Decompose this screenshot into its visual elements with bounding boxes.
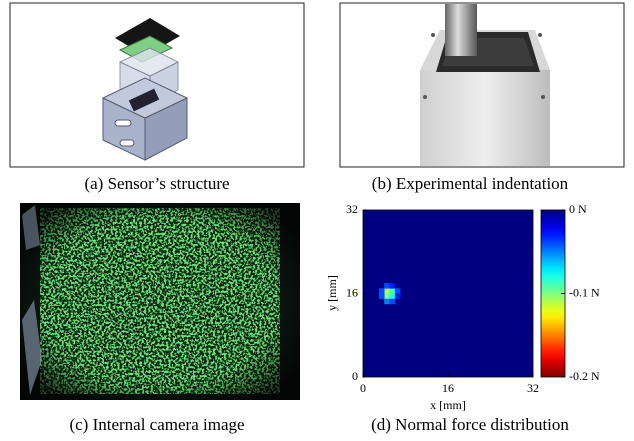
colorbar-tick-label: 0 N <box>569 202 587 216</box>
heatmap-cell <box>384 288 390 294</box>
heatmap-cell <box>384 294 390 300</box>
colorbar-tick-label: -0.1 N <box>569 285 600 299</box>
heatmap-cell <box>390 294 396 300</box>
x-tick-label: 0 <box>360 381 366 395</box>
heatmap-cell <box>379 288 385 294</box>
page: {"captions": ["(a) Sensor’s structure", … <box>0 0 634 436</box>
y-tick-label: 32 <box>346 202 358 216</box>
heatmap-cell <box>384 299 390 305</box>
sensor-structure-image <box>10 3 304 167</box>
heatmap-cell <box>390 299 396 305</box>
y-tick-label: 16 <box>346 285 358 299</box>
heatmap-cell <box>395 294 401 300</box>
heatmap-cell <box>390 283 396 289</box>
caption: (a) Sensor’s structure <box>84 174 229 193</box>
heatmap-cell <box>390 288 396 294</box>
caption: (d) Normal force distribution <box>371 415 569 434</box>
colorbar-tick-label: -0.2 N <box>569 369 600 383</box>
x-tick-label: 32 <box>527 381 539 395</box>
caption: (c) Internal camera image <box>69 415 244 434</box>
y-tick-label: 0 <box>352 369 358 383</box>
indentation-photo <box>340 3 624 167</box>
heatmap-cell <box>384 283 390 289</box>
caption: (b) Experimental indentation <box>372 174 569 193</box>
x-axis-label: x [mm] <box>430 398 466 412</box>
camera-image <box>20 203 300 400</box>
x-tick-label: 16 <box>442 381 454 395</box>
figure: (a) Sensor’s structure (b) Experimental … <box>0 0 634 436</box>
y-axis-label: y [mm] <box>325 275 339 311</box>
heatmap-cell <box>395 288 401 294</box>
heatmap-cell <box>379 294 385 300</box>
